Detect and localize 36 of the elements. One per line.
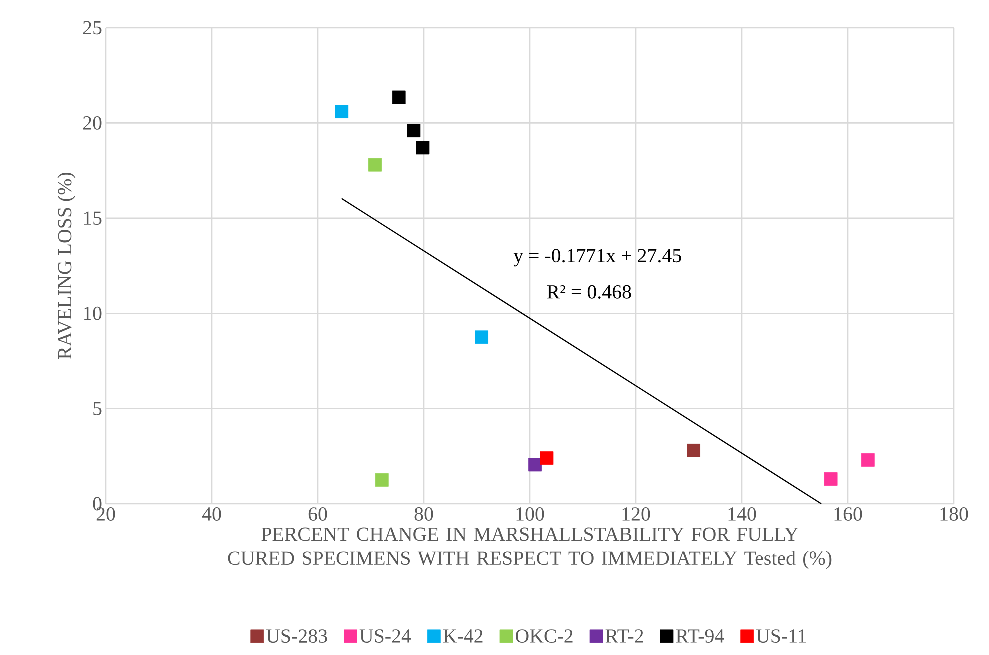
legend-label: OKC-2: [516, 630, 573, 643]
point: [375, 474, 389, 487]
annotation: R² = 0.468: [547, 285, 632, 299]
y-tick-label: 15: [84, 212, 102, 226]
x-tick-label: 60: [308, 508, 328, 521]
y-tick-label: 5: [94, 402, 102, 416]
x-axis-title: PERCENT CHANGE IN MARSHALLSTABILITY FOR FULLY CURED SPECIMENS WITH RESPECT TO IMMEDIATELY Tested (%): [228, 528, 832, 570]
x-tick-label: 140: [728, 508, 756, 521]
point: [687, 444, 700, 458]
point: [407, 124, 421, 138]
point: [824, 472, 838, 486]
point: [368, 158, 382, 172]
y-axis-title: RAVELING LOSS (%): [58, 172, 76, 360]
point: [861, 454, 875, 467]
point: [335, 105, 349, 118]
x-tick-label: 120: [622, 508, 650, 521]
x-tick-label: 160: [834, 508, 862, 521]
point: [528, 458, 542, 472]
legend-label: K-42: [443, 630, 483, 643]
y-tick-label: 25: [83, 21, 102, 35]
point: [416, 141, 430, 155]
x-tick-label: 100: [516, 508, 544, 521]
legend-label: US-283: [266, 630, 328, 644]
x-tick-label: 180: [940, 508, 968, 521]
x-tick-label: 80: [414, 508, 434, 521]
annotation: y = -0.1771x + 27.45: [514, 249, 682, 267]
legend-label: US-24: [360, 630, 412, 643]
legend-label: RT-2: [606, 630, 644, 643]
y-tick-label: 10: [84, 306, 102, 320]
legend-label: RT-94: [676, 630, 724, 643]
legend-label: US-11: [756, 630, 806, 643]
x-tick-label: 40: [202, 508, 222, 521]
y-tick-label: 20: [83, 116, 102, 130]
point: [392, 90, 406, 104]
point: [540, 452, 554, 466]
point: [475, 330, 488, 344]
